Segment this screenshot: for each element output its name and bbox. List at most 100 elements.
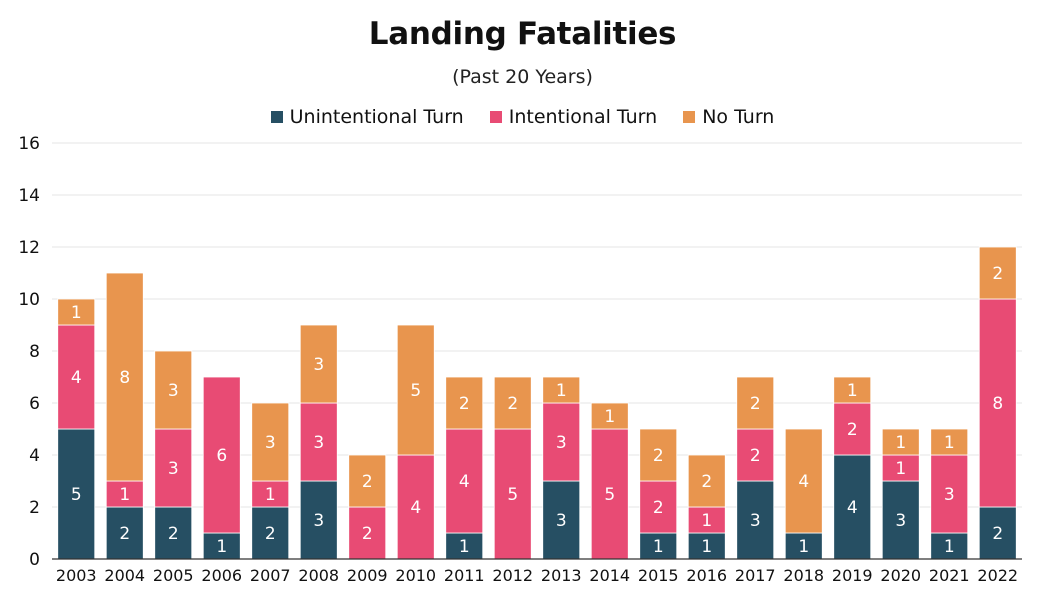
y-tick-label-4: 4 (29, 446, 40, 466)
bar-segment-no-turn-2019 (833, 376, 872, 404)
bar-segment-intentional-turn-2007 (251, 480, 290, 508)
bar-segment-intentional-turn-2006 (202, 376, 241, 534)
data-label-intentional-turn-2009: 2 (362, 524, 373, 544)
data-label-unintentional-turn-2021: 1 (944, 537, 955, 557)
data-label-no-turn-2014: 1 (604, 407, 615, 427)
bar-segment-unintentional-turn-2005 (154, 506, 193, 560)
bar-segment-no-turn-2012 (493, 376, 532, 430)
bar-segment-unintentional-turn-2003 (57, 428, 96, 560)
chart-subtitle: (Past 20 Years) (452, 66, 593, 88)
bar-segment-unintentional-turn-2018 (784, 532, 823, 560)
data-label-intentional-turn-2017: 2 (750, 446, 761, 466)
legend-item-intentional-turn[interactable]: Intentional Turn (489, 106, 658, 128)
bar-segment-intentional-turn-2019 (833, 402, 872, 456)
bar-segment-intentional-turn-2011 (445, 428, 484, 534)
x-tick-label-2011: 2011 (444, 566, 485, 585)
data-label-no-turn-2003: 1 (71, 303, 82, 323)
data-label-intentional-turn-2005: 3 (168, 459, 179, 479)
x-tick-label-2013: 2013 (541, 566, 582, 585)
x-tick-label-2020: 2020 (880, 566, 921, 585)
data-label-unintentional-turn-2005: 2 (168, 524, 179, 544)
y-tick-label-0: 0 (29, 550, 40, 570)
bar-segment-unintentional-turn-2004 (105, 506, 144, 560)
data-label-intentional-turn-2021: 3 (944, 485, 955, 505)
x-tick-label-2017: 2017 (735, 566, 776, 585)
data-label-intentional-turn-2006: 6 (216, 446, 227, 466)
data-label-no-turn-2005: 3 (168, 381, 179, 401)
bar-segment-unintentional-turn-2017 (736, 480, 775, 560)
bar-segment-no-turn-2016 (687, 454, 726, 508)
data-label-no-turn-2022: 2 (992, 264, 1003, 284)
x-tick-label-2014: 2014 (589, 566, 630, 585)
y-tick-label-14: 14 (18, 186, 40, 206)
data-label-unintentional-turn-2013: 3 (556, 511, 567, 531)
y-tick-label-12: 12 (18, 238, 40, 258)
bar-segment-no-turn-2007 (251, 402, 290, 482)
data-label-intentional-turn-2016: 1 (701, 511, 712, 531)
bar-segment-intentional-turn-2008 (299, 402, 338, 482)
x-tick-label-2022: 2022 (977, 566, 1018, 585)
data-label-intentional-turn-2020: 1 (895, 459, 906, 479)
legend-swatch-unintentional-turn (270, 111, 283, 123)
data-label-no-turn-2007: 3 (265, 433, 276, 453)
bar-segment-intentional-turn-2012 (493, 428, 532, 560)
legend-item-no-turn[interactable]: No Turn (683, 106, 774, 128)
data-label-intentional-turn-2010: 4 (410, 498, 421, 518)
data-label-no-turn-2016: 2 (701, 472, 712, 492)
bar-segment-no-turn-2021 (930, 428, 969, 456)
bar-segment-unintentional-turn-2006 (202, 532, 241, 560)
data-label-intentional-turn-2003: 4 (71, 368, 82, 388)
data-label-no-turn-2010: 5 (410, 381, 421, 401)
bar-segment-unintentional-turn-2011 (445, 532, 484, 560)
bar-segment-intentional-turn-2014 (590, 428, 629, 560)
bar-segment-unintentional-turn-2019 (833, 454, 872, 560)
x-tick-label-2018: 2018 (783, 566, 824, 585)
data-label-no-turn-2011: 2 (459, 394, 470, 414)
data-label-unintentional-turn-2020: 3 (895, 511, 906, 531)
bar-segment-no-turn-2022 (978, 246, 1017, 300)
bar-segment-no-turn-2003 (57, 298, 96, 326)
y-tick-label-2: 2 (29, 498, 40, 518)
x-tick-label-2019: 2019 (832, 566, 873, 585)
bar-segment-no-turn-2014 (590, 402, 629, 430)
chart-title: Landing Fatalities (368, 16, 677, 52)
x-tick-label-2006: 2006 (201, 566, 242, 585)
legend-label-intentional-turn: Intentional Turn (508, 106, 658, 128)
data-label-unintentional-turn-2015: 1 (653, 537, 664, 557)
bar-segment-intentional-turn-2005 (154, 428, 193, 508)
data-label-unintentional-turn-2011: 1 (459, 537, 470, 557)
data-label-no-turn-2013: 1 (556, 381, 567, 401)
data-label-intentional-turn-2014: 5 (604, 485, 615, 505)
bar-segment-unintentional-turn-2021 (930, 532, 969, 560)
x-tick-label-2009: 2009 (347, 566, 388, 585)
data-label-unintentional-turn-2003: 5 (71, 485, 82, 505)
bar-segment-unintentional-turn-2020 (881, 480, 920, 560)
bar-segment-no-turn-2018 (784, 428, 823, 534)
x-tick-label-2005: 2005 (153, 566, 194, 585)
x-tick-label-2021: 2021 (929, 566, 970, 585)
bar-segment-no-turn-2005 (154, 350, 193, 430)
y-tick-label-10: 10 (18, 290, 40, 310)
bar-segment-no-turn-2013 (542, 376, 581, 404)
x-tick-label-2016: 2016 (686, 566, 727, 585)
data-label-intentional-turn-2019: 2 (847, 420, 858, 440)
data-label-no-turn-2012: 2 (507, 394, 518, 414)
bar-segment-intentional-turn-2003 (57, 324, 96, 430)
bar-segment-no-turn-2020 (881, 428, 920, 456)
data-label-no-turn-2008: 3 (313, 355, 324, 375)
data-label-unintentional-turn-2006: 1 (216, 537, 227, 557)
data-label-no-turn-2019: 1 (847, 381, 858, 401)
data-label-intentional-turn-2008: 3 (313, 433, 324, 453)
bar-segment-unintentional-turn-2013 (542, 480, 581, 560)
x-tick-label-2008: 2008 (298, 566, 339, 585)
bar-segment-intentional-turn-2022 (978, 298, 1017, 508)
x-tick-label-2015: 2015 (638, 566, 679, 585)
data-label-intentional-turn-2015: 2 (653, 498, 664, 518)
legend-item-unintentional-turn[interactable]: Unintentional Turn (270, 106, 464, 128)
data-label-intentional-turn-2022: 8 (992, 394, 1003, 414)
data-label-unintentional-turn-2018: 1 (798, 537, 809, 557)
data-label-no-turn-2015: 2 (653, 446, 664, 466)
data-label-intentional-turn-2007: 1 (265, 485, 276, 505)
bar-segment-no-turn-2009 (348, 454, 387, 508)
